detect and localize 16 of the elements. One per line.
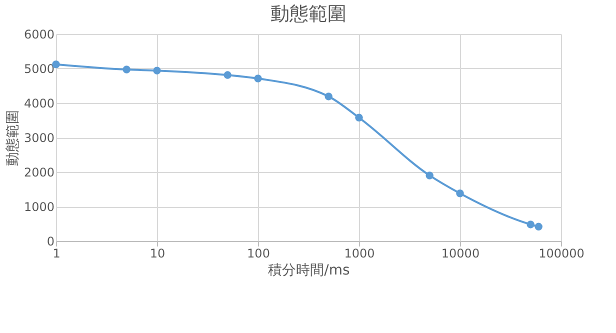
x-tick-label: 100000 (538, 246, 584, 260)
y-tick-label: 6000 (24, 28, 54, 42)
y-tick-label: 5000 (24, 62, 54, 76)
x-axis-title: 積分時間/ms (268, 262, 350, 278)
y-tick-label: 3000 (24, 131, 54, 145)
y-tick-label: 0 (46, 234, 54, 248)
y-axis-title: 動態範圍 (4, 110, 21, 166)
x-tick-label: 1 (52, 246, 60, 260)
x-tick-label: 10 (150, 246, 166, 260)
chart-title: 動態範圍 (270, 3, 346, 25)
y-tick-label: 2000 (24, 166, 54, 180)
y-tick-label: 4000 (24, 96, 54, 110)
x-tick-label: 100 (247, 246, 270, 260)
x-tick-label: 1000 (344, 246, 375, 260)
y-tick-label: 1000 (24, 200, 54, 214)
x-tick-label: 10000 (441, 246, 480, 260)
